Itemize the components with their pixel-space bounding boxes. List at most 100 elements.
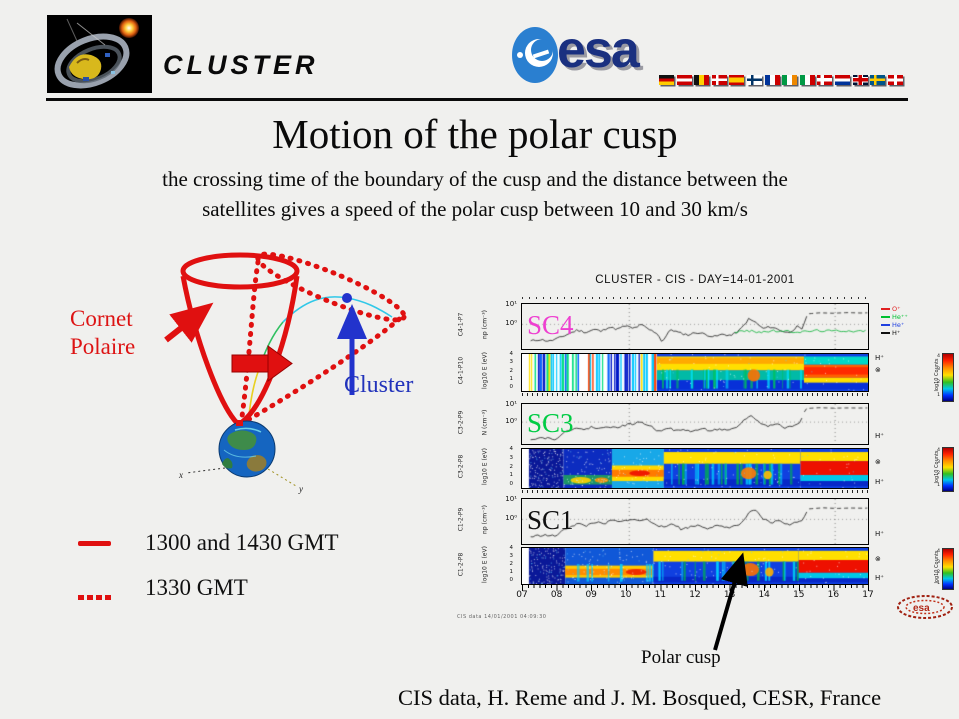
- flag-fi: [746, 75, 762, 85]
- legend-solid-line-swatch: [78, 541, 111, 546]
- legend-entry: He⁺: [881, 321, 908, 329]
- panel-ylabel: log10 E (eV): [481, 448, 489, 485]
- cluster-satellite-label: Cluster: [344, 372, 414, 398]
- sc1-label: SC1: [527, 505, 574, 535]
- e-tick: 2: [509, 367, 514, 374]
- cornet-pointer-arrow: [164, 302, 214, 343]
- x-axis-label: 15: [793, 590, 805, 600]
- esa-wordmark: esa: [557, 21, 640, 79]
- e-tick: 0: [509, 384, 514, 390]
- cornet-label-line1: Cornet: [70, 306, 133, 331]
- colorbar-tick: 2: [937, 471, 940, 477]
- flag-no: [817, 75, 833, 85]
- e-tick: 1: [509, 569, 514, 575]
- y-tick: 10⁰: [505, 417, 517, 425]
- earth-axis-x-label: x: [178, 470, 183, 480]
- ion-marker-hplus: H⁺: [875, 478, 884, 486]
- cusp-cone-dotted-left: [238, 259, 261, 427]
- cis-plot-title: CLUSTER - CIS - DAY=14-01-2001: [595, 274, 795, 286]
- header-divider: [46, 98, 908, 101]
- colorbar-ticks: 4 3 2 1: [933, 549, 940, 586]
- polar-cusp-annotation: Polar cusp: [641, 647, 721, 668]
- flag-fr: [764, 75, 780, 85]
- legend-dotted-label: 1330 GMT: [145, 575, 248, 600]
- colorbar-tick: 1: [937, 482, 940, 488]
- sc4-spectrogram: [521, 353, 869, 392]
- sc1-density-plot: [521, 498, 869, 545]
- colorbar-ticks: 4 3 2 1: [933, 448, 940, 488]
- flag-se: [870, 75, 886, 85]
- sc3-spectrogram: [521, 448, 869, 489]
- cusp-motion-arrow: [231, 345, 293, 382]
- colorbar: [942, 353, 954, 402]
- species-legend: O⁺ He⁺⁺ He⁺ H⁺: [881, 305, 908, 337]
- panel-code: C4-1-P10: [457, 356, 465, 385]
- earth-axis-y: [267, 468, 297, 487]
- x-axis-label: 09: [585, 590, 597, 600]
- colorbar-tick: 1: [937, 393, 940, 398]
- y-tick: 10¹: [505, 300, 517, 308]
- cusp-footpoint-dot: [236, 420, 243, 426]
- plot-timestamp: CIS data 14/01/2001 04:09:30: [457, 614, 547, 620]
- e-tick: 3: [509, 454, 514, 461]
- credit-line: CIS data, H. Reme and J. M. Bosqued, CES…: [398, 685, 882, 710]
- legend-entry: He⁺⁺: [881, 313, 908, 321]
- ion-marker-hplus: H⁺: [875, 530, 884, 538]
- earth-axis-x: [185, 467, 226, 474]
- ion-marker-hplus: H⁺: [875, 354, 884, 362]
- sc3-density-plot: [521, 403, 869, 445]
- x-axis-major-ticks: [522, 585, 869, 591]
- tick-row: [522, 490, 868, 493]
- e-tick: 3: [509, 359, 514, 366]
- legend-entry: O⁺: [881, 305, 908, 313]
- e-tick: 1: [509, 375, 514, 382]
- e-tick: 2: [509, 463, 514, 470]
- cornet-label-line2: Polaire: [70, 334, 136, 359]
- subtitle-line-1: the crossing time of the boundary of the…: [162, 167, 788, 191]
- circled-x-icon: ⊗: [875, 458, 881, 466]
- x-axis-label: 08: [550, 590, 563, 600]
- e-tick: 0: [509, 577, 514, 583]
- x-axis-label: 16: [827, 590, 840, 600]
- cusp-cone-dotted-right: [238, 312, 407, 427]
- cluster-satellite-dot: [342, 293, 352, 303]
- page-title: Motion of the polar cusp: [272, 111, 678, 157]
- e-tick: 2: [509, 561, 514, 567]
- esa-flags: [659, 75, 905, 85]
- svg-text:esa: esa: [913, 603, 930, 614]
- x-axis-label: 11: [654, 590, 667, 600]
- colorbar: [942, 447, 954, 492]
- polar-cusp-arrow: [713, 552, 748, 651]
- panel-ylabel: log10 E (eV): [481, 352, 489, 389]
- colorbar: [942, 548, 954, 590]
- e-tick: 0: [509, 481, 514, 487]
- circled-x-icon: ⊗: [875, 555, 881, 563]
- colorbar-tick: 1: [937, 580, 940, 586]
- e-tick: 4: [509, 351, 514, 357]
- flag-de: [659, 75, 674, 85]
- panel-code: C1-2-P9: [457, 507, 465, 532]
- panel-ylabel: np (cm⁻³): [481, 505, 489, 534]
- esa-logo-icon: [512, 27, 558, 83]
- x-axis-label: 10: [620, 590, 632, 600]
- legend-dotted-line-swatch: [78, 587, 114, 605]
- flag-gb: [852, 75, 868, 85]
- earth-image: [218, 420, 276, 478]
- x-axis-label: 17: [862, 590, 874, 600]
- flag-it: [799, 75, 815, 85]
- panel-ylabel: np (cm⁻³): [481, 310, 489, 339]
- sc1-spectrogram: [521, 547, 869, 585]
- earth-axis-y-label: y: [298, 484, 303, 494]
- legend-solid-label: 1300 and 1430 GMT: [145, 530, 339, 555]
- flag-ch: [887, 75, 903, 85]
- flag-nl: [834, 75, 850, 85]
- colorbar-tick: 4: [937, 354, 940, 359]
- colorbar-tick: 2: [937, 570, 940, 576]
- cusp-cone-solid-left: [180, 275, 239, 425]
- cluster-logo-image: [47, 15, 152, 93]
- flag-at: [676, 75, 692, 85]
- flag-dk: [711, 75, 727, 85]
- colorbar-tick: 2: [937, 380, 940, 385]
- y-tick: 10¹: [505, 495, 517, 503]
